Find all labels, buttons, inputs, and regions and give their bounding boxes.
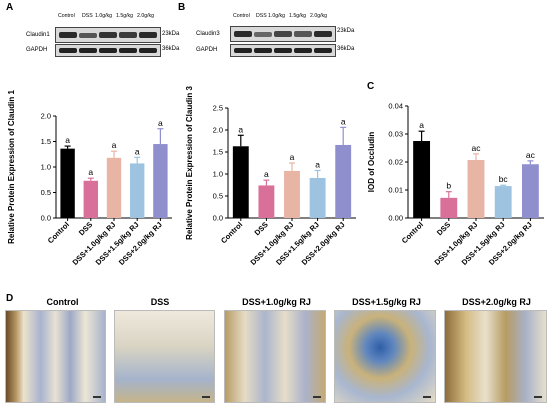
histology-image-rj-2-0	[444, 310, 547, 403]
bar-chart-claudin3: Relative Protein Expression of Claudin 3…	[185, 86, 356, 267]
histology-title: Control	[46, 297, 79, 307]
bar	[284, 170, 300, 218]
y-tick-label: 0.0	[213, 214, 223, 223]
kda-label: 23kDa	[337, 28, 355, 34]
significance-letter: a	[238, 124, 243, 134]
significance-letter: a	[315, 159, 320, 169]
bar	[83, 180, 98, 218]
blot-strip-claudin1	[55, 27, 161, 43]
bar	[413, 141, 431, 218]
bar	[130, 163, 145, 218]
bar	[467, 160, 485, 218]
protein-label: GAPDH	[26, 47, 48, 53]
lane-label: DSS	[256, 13, 267, 19]
y-tick-label: 0.5	[213, 192, 223, 201]
lane-label: 1.5g/kg	[289, 13, 307, 19]
lane-label: 1.5g/kg	[116, 13, 134, 19]
significance-letter: a	[419, 120, 424, 130]
y-tick-label: 2.5	[213, 104, 223, 113]
y-tick-label: 1.0	[213, 170, 223, 179]
x-tick-label: Control	[219, 220, 244, 245]
bar	[521, 164, 539, 218]
histology-title: DSS+2.0g/kg RJ	[462, 297, 531, 307]
protein-label: GAPDH	[196, 47, 218, 53]
histology-image-control	[5, 310, 106, 403]
y-tick-label: 0.00	[388, 214, 403, 223]
x-tick-label: Control	[400, 220, 425, 245]
bar	[494, 186, 512, 218]
y-tick-label: 0.03	[388, 130, 403, 139]
y-axis-label: IOD of Occludin	[367, 132, 376, 193]
kda-label: 36kDa	[162, 46, 180, 52]
y-axis-label: Relative Protein Expression of Claudin 3	[185, 86, 194, 240]
lane-label: 2.0g/kg	[310, 13, 328, 19]
bar	[153, 144, 168, 218]
bar	[60, 148, 75, 218]
blot-strip-claudin3	[230, 26, 336, 42]
bar	[106, 157, 122, 218]
significance-letter: a	[341, 116, 346, 126]
protein-label: Claudin3	[196, 31, 220, 37]
blot-strip-gapdh	[230, 44, 336, 57]
panel-label-c: C	[367, 81, 375, 92]
significance-letter: b	[446, 181, 451, 191]
y-tick-label: 0.04	[388, 102, 403, 111]
y-tick-label: 1.5	[41, 137, 51, 146]
bar	[309, 177, 326, 218]
significance-letter: ac	[472, 143, 482, 153]
bar	[258, 185, 275, 218]
y-tick-label: 0.02	[388, 158, 403, 167]
histology-title: DSS	[150, 297, 170, 307]
panel-label-d: D	[6, 293, 14, 304]
lane-label: 2.0g/kg	[137, 13, 155, 19]
significance-letter: a	[65, 135, 70, 145]
histology-image-dss	[114, 310, 215, 403]
significance-letter: ac	[526, 150, 536, 160]
protein-label: Claudin1	[26, 32, 50, 38]
bar	[335, 144, 352, 218]
blot-strip-gapdh	[55, 44, 161, 57]
x-tick-label: DSS	[253, 220, 270, 237]
lane-label: 1.0g/kg	[268, 13, 286, 19]
y-axis-label: Relative Protein Expression of Claudin 1	[7, 90, 16, 244]
kda-label: 23kDa	[162, 31, 180, 37]
y-tick-label: 0.5	[41, 188, 51, 197]
lane-label: DSS	[82, 13, 93, 19]
significance-letter: a	[264, 169, 269, 179]
lane-label: Control	[233, 13, 250, 19]
kda-label: 36kDa	[337, 46, 355, 52]
histology-image-rj-1-5	[334, 310, 436, 403]
significance-letter: a	[158, 118, 163, 128]
panel-label-a: A	[6, 2, 14, 13]
significance-letter: bc	[499, 174, 509, 184]
lane-label: Control	[58, 13, 75, 19]
significance-letter: a	[88, 167, 93, 177]
x-tick-label: DSS	[435, 220, 452, 237]
bar-chart-claudin1: Relative Protein Expression of Claudin 1…	[7, 90, 172, 267]
y-tick-label: 0.01	[388, 186, 403, 195]
y-tick-label: 0.0	[41, 214, 51, 223]
y-tick-label: 1.0	[41, 163, 51, 172]
y-tick-label: 2.0	[213, 126, 223, 135]
bar	[440, 197, 458, 218]
significance-letter: a	[290, 152, 295, 162]
histology-title: DSS+1.0g/kg RJ	[242, 297, 311, 307]
bar	[232, 146, 249, 218]
significance-letter: a	[135, 146, 140, 156]
x-tick-label: Control	[46, 220, 71, 245]
panel-label-b: B	[178, 2, 186, 13]
lane-label: 1.0g/kg	[95, 13, 113, 19]
x-tick-label: DSS	[77, 220, 94, 237]
histology-title: DSS+1.5g/kg RJ	[352, 297, 421, 307]
y-tick-label: 2.0	[41, 112, 51, 121]
y-tick-label: 1.5	[213, 148, 223, 157]
x-tick-label: DSS+2.0g/kg RJ	[117, 220, 164, 267]
bar-chart-occludin: IOD of Occludin 0.00 0.01 0.02 0.03 0.04 a Cont…	[367, 102, 544, 267]
significance-letter: a	[112, 140, 117, 150]
histology-image-rj-1-0	[224, 310, 326, 403]
